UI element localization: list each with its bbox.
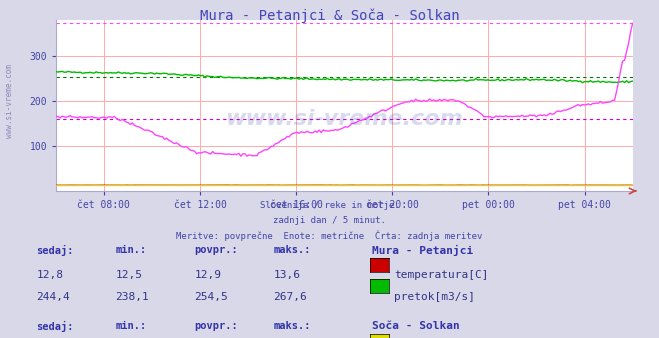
Text: 12,9: 12,9 xyxy=(194,270,221,281)
Text: Mura - Petanjci & Soča - Solkan: Mura - Petanjci & Soča - Solkan xyxy=(200,8,459,23)
Text: temperatura[C]: temperatura[C] xyxy=(394,270,488,281)
Text: maks.:: maks.: xyxy=(273,245,311,255)
Text: www.si-vreme.com: www.si-vreme.com xyxy=(5,65,14,138)
Text: pretok[m3/s]: pretok[m3/s] xyxy=(394,292,475,302)
Text: Meritve: povprečne  Enote: metrične  Črta: zadnja meritev: Meritve: povprečne Enote: metrične Črta:… xyxy=(177,231,482,241)
Text: 13,6: 13,6 xyxy=(273,270,301,281)
Text: 254,5: 254,5 xyxy=(194,292,228,302)
Text: Soča - Solkan: Soča - Solkan xyxy=(372,321,460,331)
Text: 267,6: 267,6 xyxy=(273,292,307,302)
Text: min.:: min.: xyxy=(115,321,146,331)
Text: sedaj:: sedaj: xyxy=(36,245,74,256)
Text: 238,1: 238,1 xyxy=(115,292,149,302)
Text: 244,4: 244,4 xyxy=(36,292,70,302)
Text: povpr.:: povpr.: xyxy=(194,245,238,255)
Text: Slovenija / reke in morje.: Slovenija / reke in morje. xyxy=(260,201,399,210)
Text: zadnji dan / 5 minut.: zadnji dan / 5 minut. xyxy=(273,216,386,225)
Text: sedaj:: sedaj: xyxy=(36,321,74,332)
Text: min.:: min.: xyxy=(115,245,146,255)
Text: povpr.:: povpr.: xyxy=(194,321,238,331)
Text: 12,5: 12,5 xyxy=(115,270,142,281)
Text: www.si-vreme.com: www.si-vreme.com xyxy=(225,109,463,129)
Text: Mura - Petanjci: Mura - Petanjci xyxy=(372,245,474,256)
Text: maks.:: maks.: xyxy=(273,321,311,331)
Text: 12,8: 12,8 xyxy=(36,270,63,281)
